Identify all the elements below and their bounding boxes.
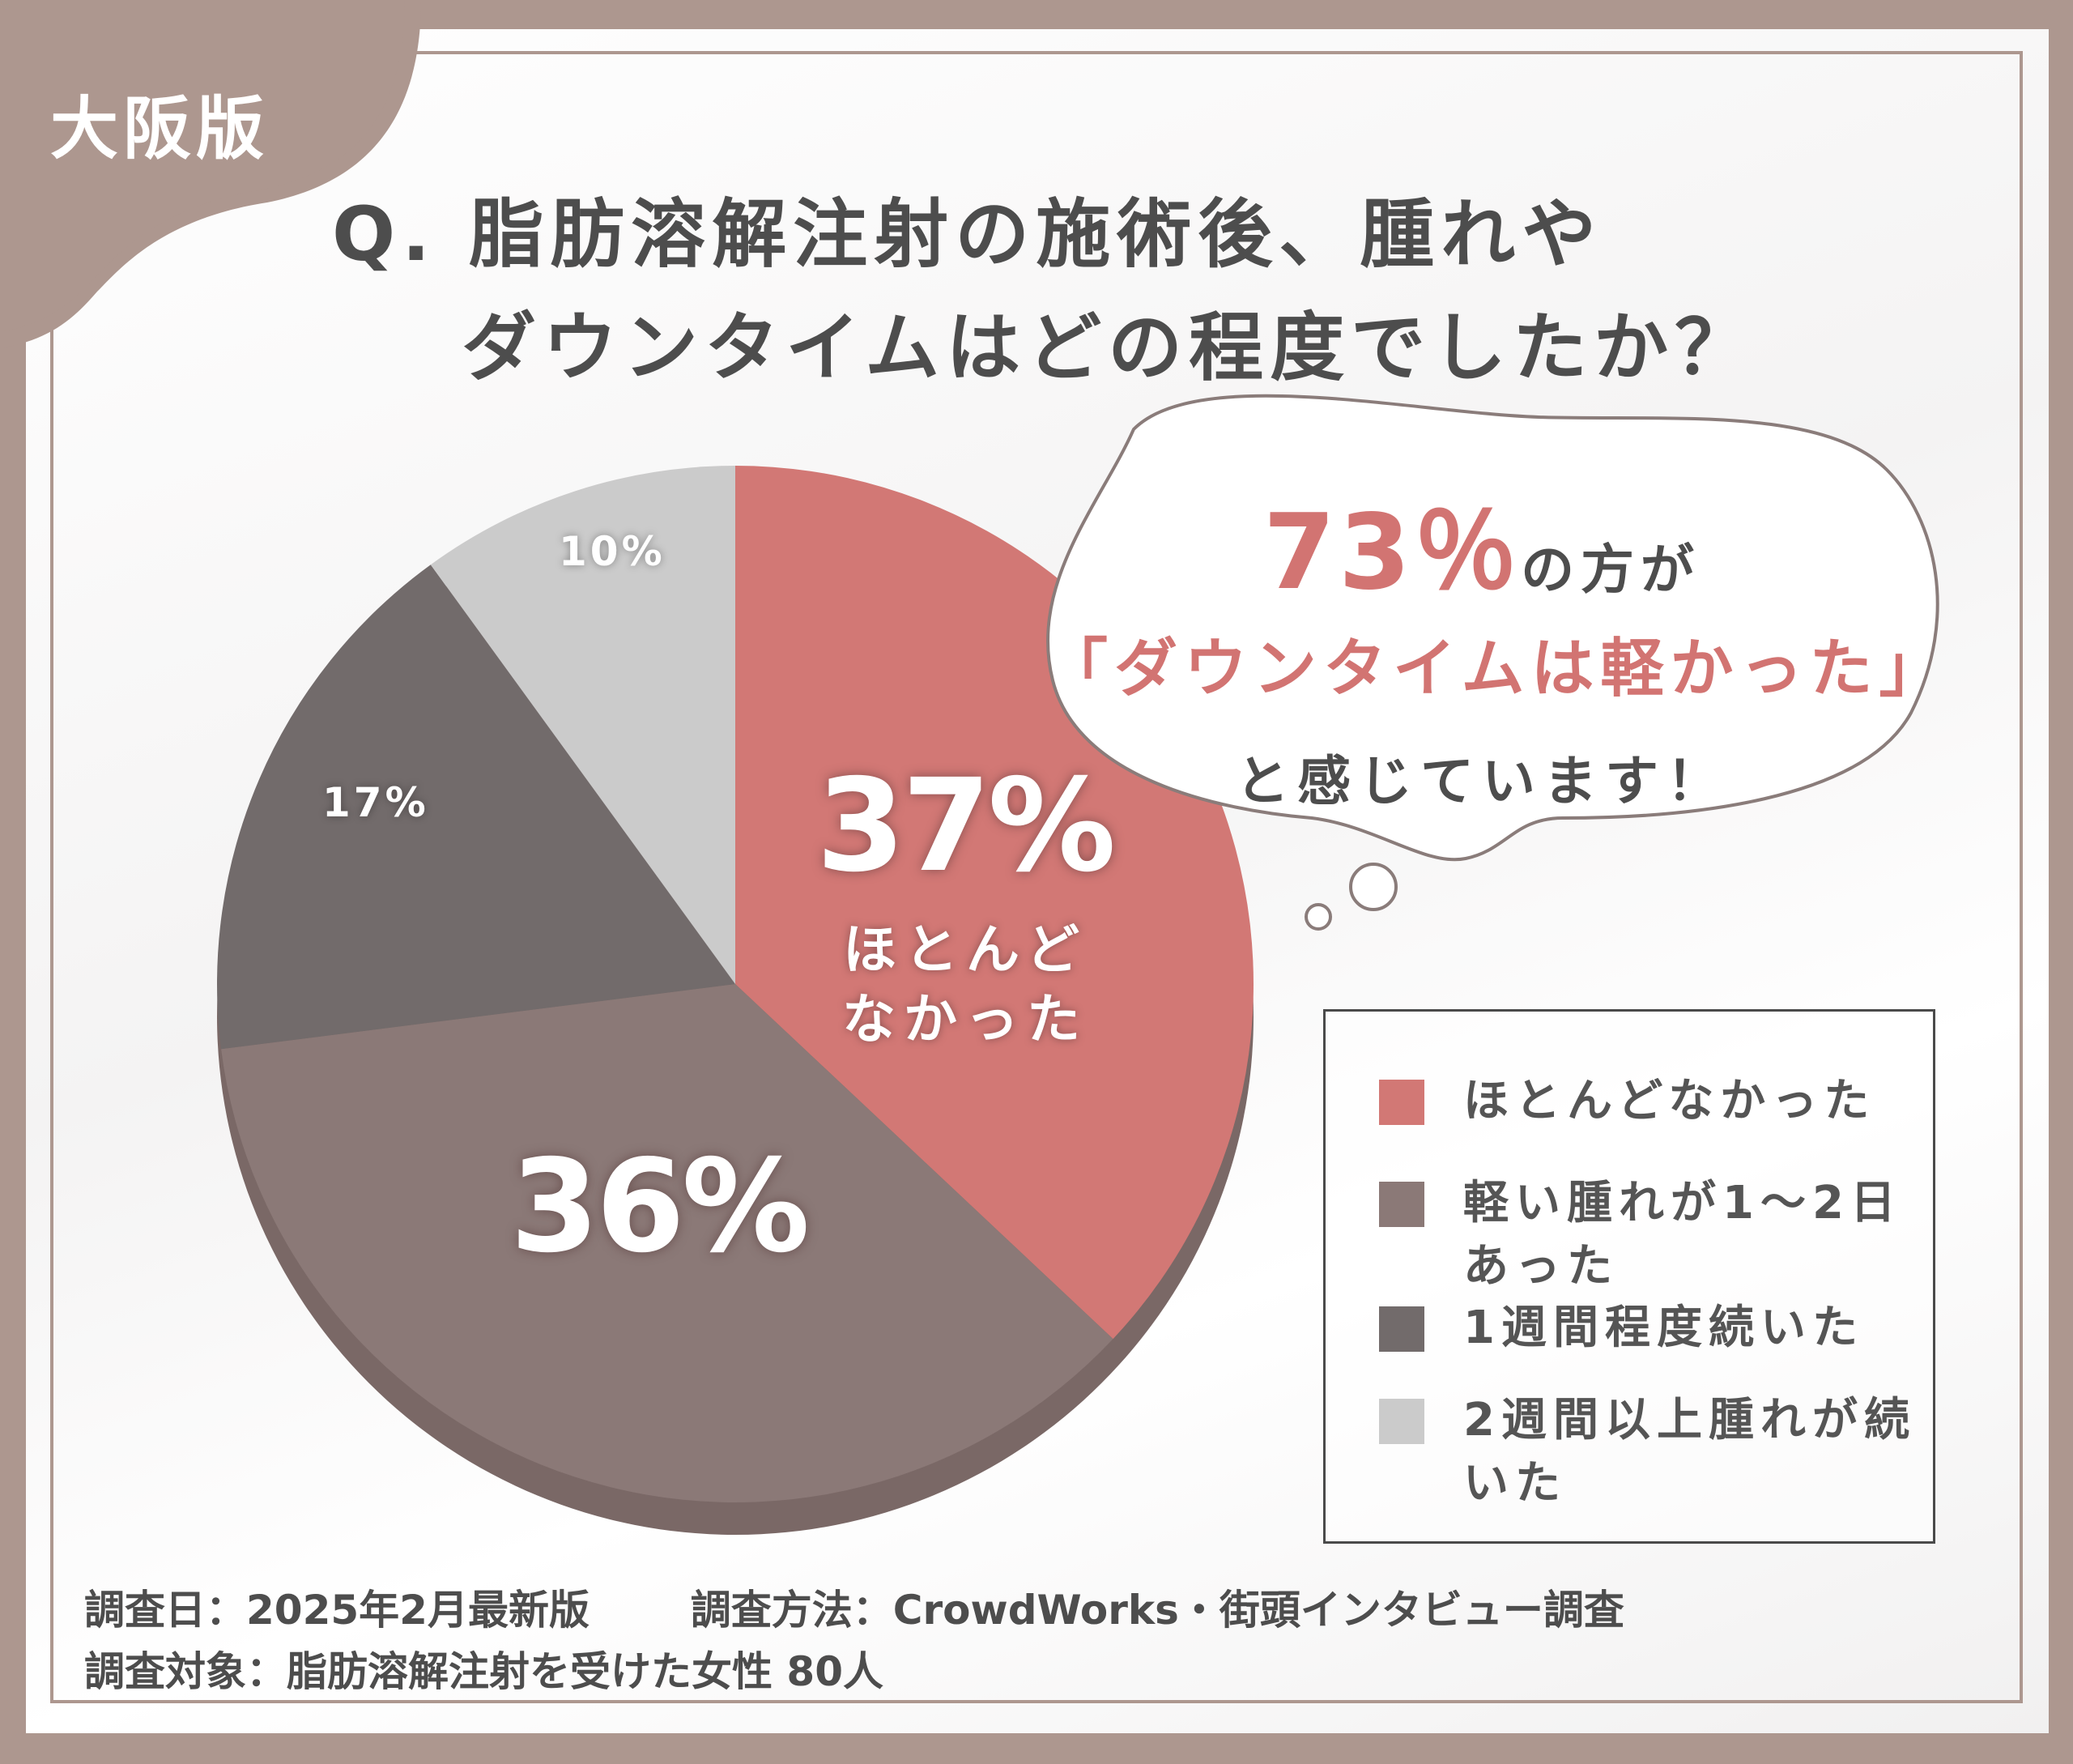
pie-slice-4: [430, 466, 735, 984]
question-title: Q. 脂肪溶解注射の施術後、腫れや ダウンタイムはどの程度でしたか？: [332, 178, 1756, 405]
legend: ほとんどなかった 軽い腫れが1〜2日あった 1週間程度続いた 2週間以上腫れが続…: [1323, 1009, 1935, 1544]
callout-line1: 73％の方が: [1045, 468, 1919, 618]
callout-suffix: の方が: [1521, 539, 1701, 601]
footer-line1: 調査日：2025年2月最新版 調査方法：CrowdWorks・街頭インタビュー調…: [84, 1578, 1624, 1636]
edition-corner-overlay: [0, 0, 405, 332]
slice-label-36: 36%: [510, 1132, 810, 1281]
bubble-shape: [1046, 394, 1939, 862]
legend-label: 1週間程度続いた: [1463, 1302, 1864, 1354]
question-title-line1: Q. 脂肪溶解注射の施術後、腫れや: [332, 191, 1603, 278]
slice-label-17: 17%: [322, 779, 429, 826]
survey-method: 調査方法：CrowdWorks・街頭インタビュー調査: [690, 1587, 1624, 1634]
legend-label: ほとんどなかった: [1463, 1075, 1876, 1127]
survey-target: 調査対象：脂肪溶解注射を受けた女性 80人: [84, 1648, 883, 1695]
callout-line2: 「ダウンタイムは軽かった」: [1045, 633, 1949, 705]
legend-swatch: [1379, 1182, 1424, 1227]
legend-swatch: [1379, 1080, 1424, 1125]
legend-swatch: [1379, 1306, 1424, 1352]
pie-slice-3: [217, 565, 735, 1050]
callout-percent: 73％: [1262, 492, 1522, 613]
legend-label: 2週間以上腫れが続いた: [1463, 1394, 1916, 1510]
callout-line3: と感じています！: [1236, 750, 1728, 812]
edition-label: 大阪版: [50, 89, 270, 168]
callout-text: 73％の方が 「ダウンタイムは軽かった」 と感じています！: [1045, 468, 1949, 816]
slice-label-10: 10%: [559, 528, 666, 575]
question-title-line2: ダウンタイムはどの程度でしたか？: [462, 305, 1756, 391]
legend-label: 軽い腫れが1〜2日あった: [1463, 1177, 1902, 1293]
slice-label-37: 37%: [816, 752, 1116, 901]
legend-swatch: [1379, 1399, 1424, 1444]
slice-label-37-desc: ほとんど なかった: [842, 918, 1088, 1050]
bubble-dot-large: [1349, 863, 1398, 911]
pie-slice-2: [221, 984, 1113, 1502]
bubble-dot-small: [1305, 903, 1332, 931]
survey-date: 調査日：2025年2月最新版: [84, 1587, 590, 1634]
